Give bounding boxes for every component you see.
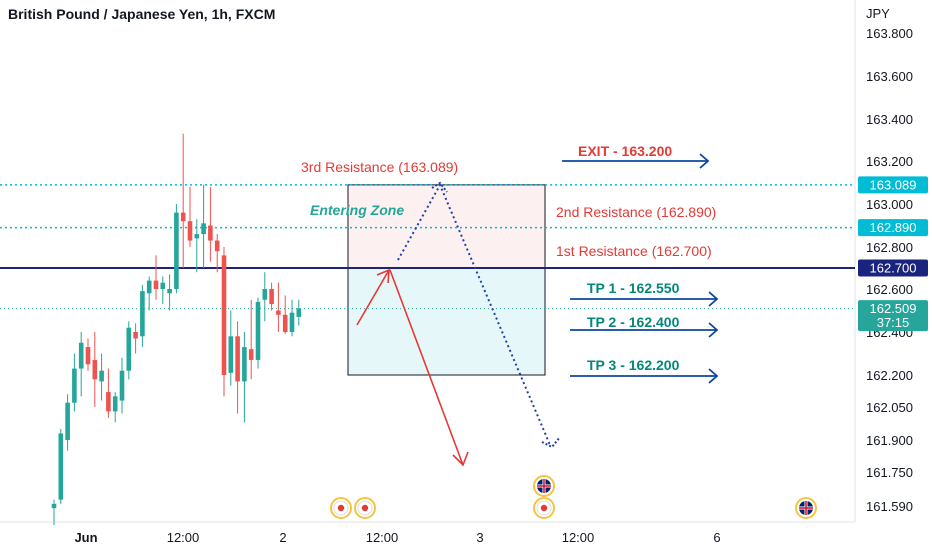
x-tick-label: Jun [74, 530, 97, 545]
target-label: TP 1 - 162.550 [587, 280, 680, 296]
current-price-label-box [858, 300, 928, 332]
candle-body [146, 280, 152, 294]
candle-body [187, 221, 193, 241]
candle-body [85, 347, 91, 365]
candle-body [255, 301, 261, 360]
candle-body [92, 359, 98, 380]
target-arrow-head [708, 322, 719, 338]
candle-body [201, 223, 206, 235]
event-icon-jp-3-jp-dot [540, 504, 548, 512]
entering-zone-box [348, 268, 545, 375]
candle-body [228, 336, 234, 373]
y-tick-label: 162.200 [866, 368, 913, 383]
candle-body [180, 212, 186, 222]
candle-body [289, 312, 295, 332]
x-tick-label: 12:00 [167, 530, 200, 545]
entry-price-label-box [858, 259, 928, 277]
candle-body [235, 336, 240, 382]
resistance-1-label: 1st Resistance (162.700) [556, 243, 712, 259]
candle-body [160, 282, 166, 289]
event-icon-jp-2-jp-dot [361, 504, 369, 512]
entry-price-label-text: 162.700 [870, 261, 917, 276]
currency-label: JPY [866, 6, 890, 21]
x-tick-label: 2 [279, 530, 286, 545]
candle-body [296, 308, 302, 317]
res3-price-label-box [858, 176, 928, 194]
candle-body [119, 370, 125, 401]
event-icon-jp-1-jp-dot [337, 504, 345, 512]
candle-body [51, 503, 57, 509]
candle-body [126, 327, 132, 371]
res2-price-label-text: 162.890 [870, 220, 917, 235]
y-tick-label: 162.600 [866, 282, 913, 297]
candle-body [140, 291, 145, 337]
candle-body [153, 280, 159, 289]
candle-body [174, 212, 179, 289]
exit-arrow-head [699, 153, 710, 169]
candle-body [167, 289, 172, 294]
chart-title: British Pound / Japanese Yen, 1h, FXCM [8, 6, 276, 22]
candle-body [99, 370, 104, 382]
y-tick-label: 162.050 [866, 400, 913, 415]
candle-body [106, 392, 111, 412]
resistance-zone-box [348, 184, 545, 268]
candle-body [276, 310, 281, 315]
candle-body [208, 225, 213, 241]
candle-body [65, 402, 70, 440]
target-label: TP 2 - 162.400 [587, 314, 680, 330]
y-tick-label: 161.900 [866, 433, 913, 448]
candle-body [214, 240, 220, 252]
candle-body [78, 342, 84, 369]
red-arrow-up-head [376, 268, 390, 284]
x-tick-label: 12:00 [562, 530, 595, 545]
candle-body [242, 347, 247, 382]
candle-body [248, 349, 254, 360]
projection-head-bottom [541, 436, 561, 449]
resistance-3-label: 3rd Resistance (163.089) [301, 159, 458, 175]
candle-body [72, 368, 77, 403]
candle-body [282, 314, 288, 332]
red-arrow-down-head [452, 451, 469, 467]
res2-price-label-box [858, 219, 928, 237]
projection-head-top [431, 181, 448, 193]
red-arrow-down [389, 269, 464, 466]
candle-body [112, 396, 118, 412]
candle-body [133, 332, 138, 339]
red-arrow-up [356, 269, 390, 326]
x-tick-label: 12:00 [366, 530, 399, 545]
y-tick-label: 163.400 [866, 112, 913, 127]
target-label: TP 3 - 162.200 [587, 357, 680, 373]
resistance-2-label: 2nd Resistance (162.890) [556, 204, 716, 220]
candle-body [194, 234, 200, 239]
current-price-label-text: 162.509 [870, 301, 917, 316]
candle-body [262, 289, 268, 300]
projection-path [397, 182, 551, 446]
y-tick-label: 161.590 [866, 499, 913, 514]
exit-label: EXIT - 163.200 [578, 143, 672, 159]
y-tick-label: 161.750 [866, 465, 913, 480]
entering-zone-label: Entering Zone [310, 202, 404, 218]
target-arrow-head [708, 291, 719, 307]
y-tick-label: 163.600 [866, 69, 913, 84]
y-tick-label: 163.000 [866, 197, 913, 212]
x-tick-label: 6 [713, 530, 720, 545]
current-price-label-text: 37:15 [877, 315, 910, 330]
y-tick-label: 162.800 [866, 240, 913, 255]
candle-body [58, 433, 64, 500]
x-tick-label: 3 [476, 530, 483, 545]
y-tick-label: 163.800 [866, 26, 913, 41]
candle-body [269, 289, 274, 305]
candle-body [221, 255, 227, 375]
res3-price-label-text: 163.089 [870, 177, 917, 192]
y-tick-label: 163.200 [866, 154, 913, 169]
target-arrow-head [708, 368, 719, 384]
